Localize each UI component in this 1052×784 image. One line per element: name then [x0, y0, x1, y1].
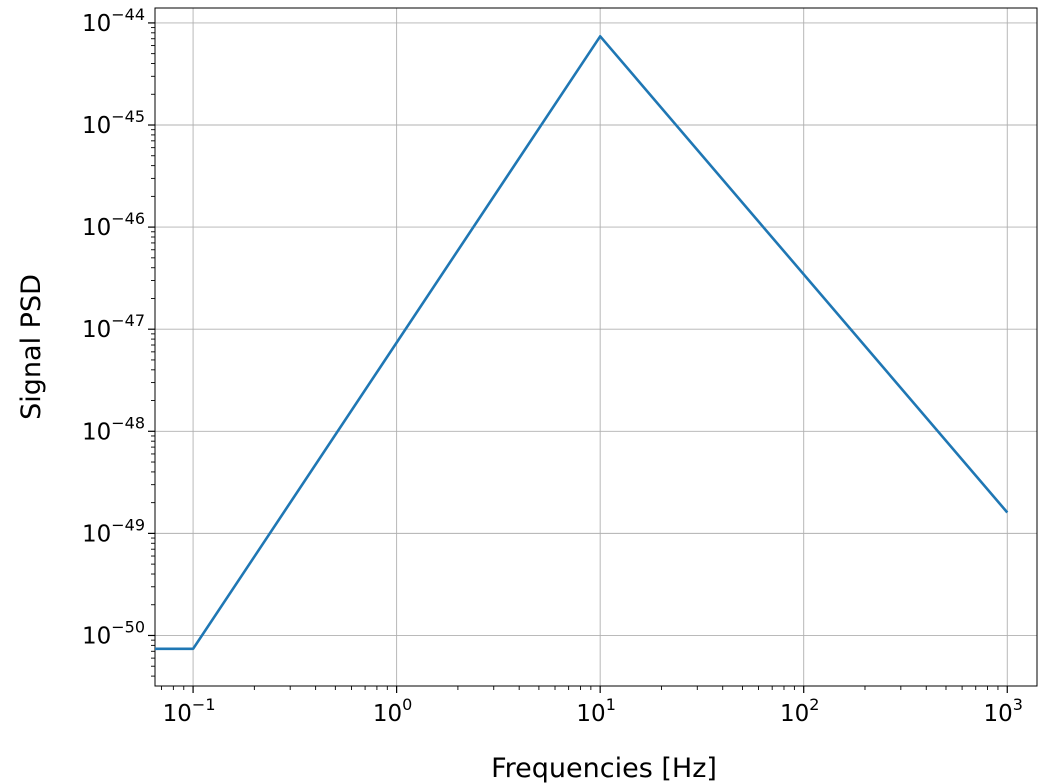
series-line: [155, 34, 1009, 651]
grid: [155, 8, 1037, 686]
y-tick-label: 10−44: [82, 5, 145, 37]
y-tick-label: 10−49: [82, 515, 145, 547]
major-ticks: [148, 22, 1008, 693]
y-axis-title: Signal PSD: [16, 274, 47, 420]
y-tick-label: 10−50: [82, 617, 145, 649]
series-layer: [155, 34, 1009, 651]
y-tick-label: 10−45: [82, 107, 145, 139]
y-tick-label: 10−48: [82, 413, 145, 445]
x-tick-label: 103: [984, 695, 1023, 727]
y-tick-label: 10−47: [82, 311, 145, 343]
x-tick-label: 10−1: [163, 695, 216, 727]
y-tick-labels: 10−50 10−49 10−48 10−47 10−46 10−45 10−44: [82, 5, 145, 650]
x-tick-labels: 10−1 100 101 102 103: [163, 695, 1023, 727]
minor-ticks: [151, 27, 999, 690]
x-axis-title: Frequencies [Hz]: [491, 753, 717, 784]
x-tick-label: 100: [373, 695, 412, 727]
x-tick-label: 101: [576, 695, 615, 727]
y-tick-label: 10−46: [82, 209, 145, 241]
x-tick-label: 102: [780, 695, 819, 727]
plot-frame: [154, 7, 1038, 687]
